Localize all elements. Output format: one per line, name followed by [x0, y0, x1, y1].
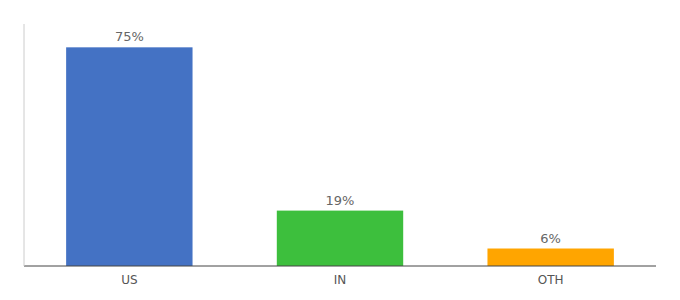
data-label: 19%: [326, 193, 355, 208]
data-label: 75%: [115, 29, 144, 44]
bar: [66, 47, 192, 266]
bars: [66, 47, 614, 266]
chart: US 75% IN 19% OTH 6%: [0, 0, 680, 300]
bar: [487, 249, 613, 266]
x-tick-label: US: [121, 273, 137, 287]
x-tick-label: IN: [334, 273, 347, 287]
x-tick-label: OTH: [538, 273, 564, 287]
y-axis-line: [24, 24, 25, 266]
data-label: 6%: [540, 231, 561, 246]
x-axis-line: [24, 266, 656, 267]
chart-container: US 75% IN 19% OTH 6%: [0, 0, 680, 300]
bar: [277, 211, 403, 266]
